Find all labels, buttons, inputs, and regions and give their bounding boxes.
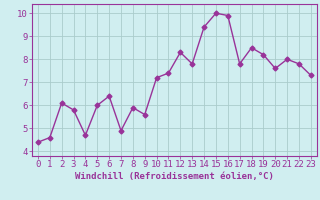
X-axis label: Windchill (Refroidissement éolien,°C): Windchill (Refroidissement éolien,°C)	[75, 172, 274, 181]
